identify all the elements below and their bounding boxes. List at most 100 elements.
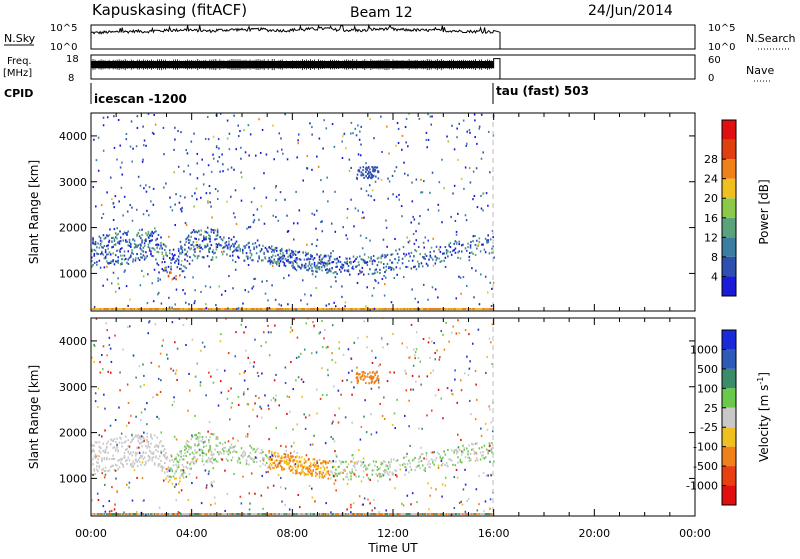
data-cell (447, 449, 449, 451)
data-cell (133, 438, 135, 440)
data-cell (154, 227, 156, 229)
data-cell (379, 467, 381, 469)
data-cell (203, 173, 205, 175)
data-cell (148, 321, 150, 323)
data-cell (369, 184, 371, 186)
nave-step-line (494, 59, 500, 79)
colorbar-swatch (722, 427, 736, 446)
data-cell (119, 251, 121, 253)
data-cell (178, 511, 180, 513)
data-cell (369, 376, 371, 378)
data-cell (452, 464, 454, 466)
data-cell (203, 183, 205, 185)
data-cell (192, 231, 194, 233)
data-cell (105, 467, 107, 469)
data-cell (164, 454, 166, 456)
data-cell (204, 441, 206, 443)
data-cell (161, 345, 163, 347)
data-cell (235, 261, 237, 263)
data-cell (380, 475, 382, 477)
data-cell (398, 142, 400, 144)
data-cell (365, 162, 367, 164)
data-cell (461, 178, 463, 180)
data-cell (217, 246, 219, 248)
data-cell (351, 394, 353, 396)
x-tick-label: 08:00 (276, 527, 308, 540)
data-cell (307, 253, 309, 255)
data-cell (196, 188, 198, 190)
data-cell (267, 250, 269, 252)
data-cell (105, 251, 107, 253)
data-cell (467, 246, 469, 248)
data-cell (281, 304, 283, 306)
data-cell (407, 463, 409, 465)
data-cell (289, 396, 291, 398)
data-cell (96, 159, 98, 161)
data-cell (122, 255, 124, 257)
data-cell (287, 259, 289, 261)
data-cell (310, 462, 312, 464)
data-cell (469, 167, 471, 169)
data-cell (459, 502, 461, 504)
colorbar-tick-label: -500 (693, 460, 718, 473)
data-cell (483, 192, 485, 194)
data-cell (367, 173, 369, 175)
data-cell (236, 241, 238, 243)
data-cell (233, 169, 235, 171)
data-cell (170, 368, 172, 370)
data-cell (173, 249, 175, 251)
data-cell (360, 144, 362, 146)
data-cell (372, 376, 374, 378)
data-cell (278, 265, 280, 267)
data-cell (212, 154, 214, 156)
data-cell (366, 431, 368, 433)
data-cell (273, 397, 275, 399)
data-cell (309, 267, 311, 269)
data-cell (485, 372, 487, 374)
data-cell (431, 247, 433, 249)
data-cell (106, 354, 108, 356)
data-cell (369, 479, 371, 481)
data-cell (420, 191, 422, 193)
data-cell (377, 475, 379, 477)
data-cell (203, 452, 205, 454)
data-cell (173, 475, 175, 477)
data-cell (160, 353, 162, 355)
data-cell (457, 456, 459, 458)
data-cell (217, 160, 219, 162)
data-cell (438, 209, 440, 211)
data-cell (458, 276, 460, 278)
data-cell (301, 396, 303, 398)
data-cell (465, 214, 467, 216)
data-cell (118, 119, 120, 121)
data-cell (478, 503, 480, 505)
data-cell (126, 448, 128, 450)
data-cell (412, 260, 414, 262)
data-cell (273, 467, 275, 469)
data-cell (170, 206, 172, 208)
data-cell (381, 338, 383, 340)
data-cell (150, 251, 152, 253)
data-cell (253, 286, 255, 288)
data-cell (228, 241, 230, 243)
data-cell (187, 451, 189, 453)
data-cell (480, 428, 482, 430)
data-cell (171, 455, 173, 457)
data-cell (343, 478, 345, 480)
data-cell (241, 324, 243, 326)
data-cell (454, 507, 456, 509)
data-cell (191, 482, 193, 484)
data-cell (324, 467, 326, 469)
data-cell (432, 370, 434, 372)
data-cell (456, 469, 458, 471)
data-cell (158, 446, 160, 448)
data-cell (280, 191, 282, 193)
data-cell (112, 260, 114, 262)
data-cell (378, 261, 380, 263)
data-cell (240, 496, 242, 498)
data-cell (128, 263, 130, 265)
data-cell (479, 303, 481, 305)
data-cell (276, 247, 278, 249)
data-cell (475, 452, 477, 454)
